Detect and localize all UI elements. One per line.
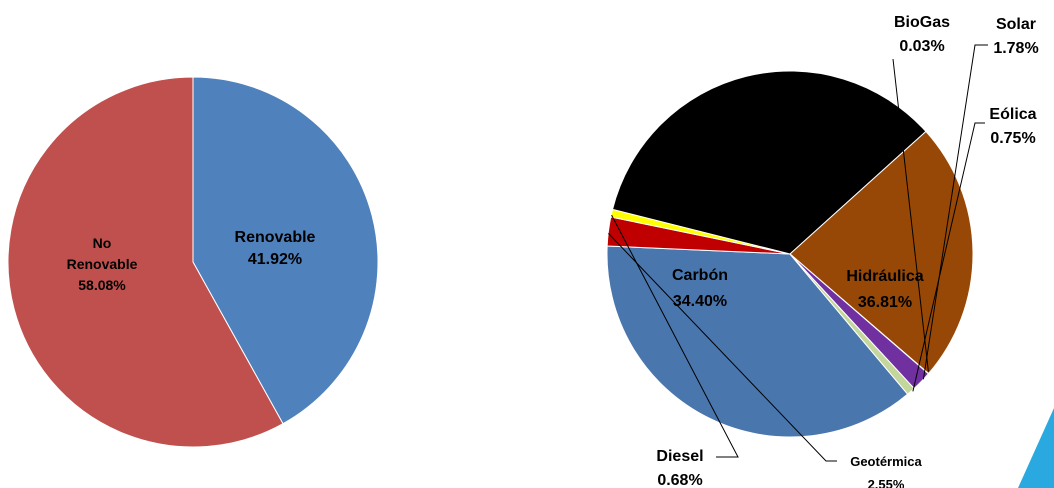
pie-label-geotermica: Geotérmica 2.55% <box>850 454 922 488</box>
pie-chart-renewable-split: Renovable 41.92% No Renovable 58.08% <box>7 76 379 448</box>
leader-line-eolica <box>912 122 985 392</box>
pie-label-carbon: Carbón 34.40% <box>672 267 728 310</box>
pie-label-hidraulica: Hidráulica 36.81% <box>846 268 923 311</box>
pie-slice-hidraulica <box>606 245 909 438</box>
pie-slice-renovable <box>192 76 379 425</box>
pie-chart-generation-sources: Hidráulica 36.81% Carbón 34.40% Búnker 23.01%… <box>606 14 1039 488</box>
pie-slice-eolica <box>789 253 915 395</box>
corner-decoration <box>1018 408 1054 488</box>
leader-line-diesel <box>611 214 739 458</box>
leader-line-geotermica <box>608 233 837 462</box>
pie-label-bunker: Búnker 23.01% <box>752 116 807 159</box>
leader-line-solar <box>922 44 988 380</box>
leader-line-biogas <box>892 58 929 372</box>
pie-slice-carbon <box>611 70 927 255</box>
pie-label-biogas: BioGas 0.03% <box>894 14 950 55</box>
pie-slice-no-renovable <box>7 76 284 448</box>
pie-slice-bunker <box>789 130 974 375</box>
pie-label-no-renovable: No Renovable 58.08% <box>67 235 138 293</box>
pie-label-renovable: Renovable 41.92% <box>235 229 316 268</box>
pie-label-solar: Solar 1.78% <box>993 16 1038 57</box>
pie-label-eolica: Eólica 0.75% <box>989 106 1036 147</box>
pie-label-diesel: Diesel 0.68% <box>656 448 703 488</box>
